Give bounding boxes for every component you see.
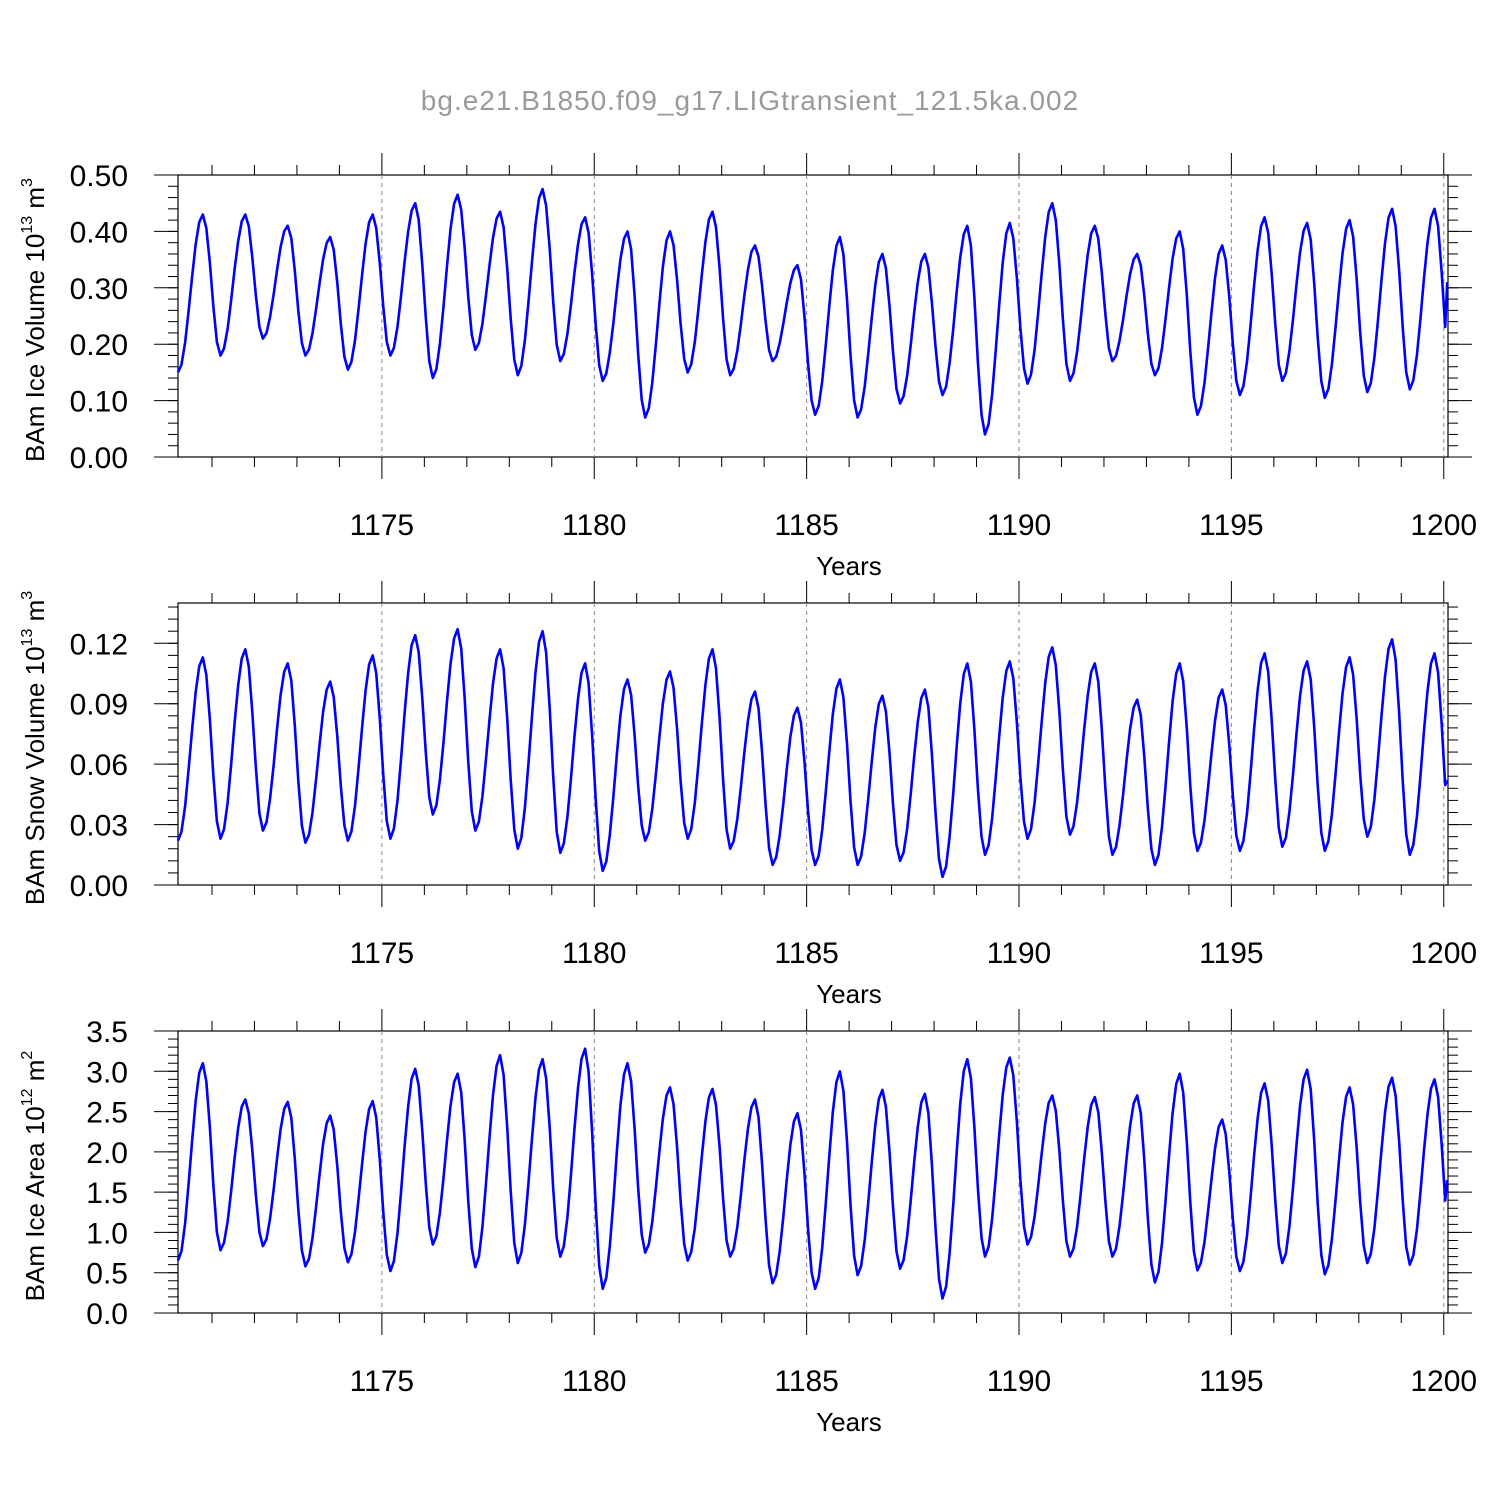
y-axis-label-unit: m [20,1060,50,1089]
y-axis-label: BAm Ice Area 1012 m2 [19,1051,50,1302]
series-line-ice-area [176,1047,1449,1300]
y-axis-label-main: BAm Ice Area 10 [20,1106,50,1301]
y-axis-label-sup: 13 [19,216,36,234]
x-tick-label: 1180 [562,1365,627,1398]
panel-snow-volume: 1175 1180 1185 1190 1195 1200 Years 0.00 0.03 0.0… [19,581,1477,1009]
y-axis-label: BAm Ice Volume 1013 m3 [19,178,50,462]
figure-title: bg.e21.B1850.f09_g17.LIGtransient_121.5k… [421,85,1079,116]
x-tick-label: 1180 [562,937,627,970]
panel-ice-volume: 1175 1180 1185 1190 1195 1200 Years 0.00 0.10 0.2… [19,153,1477,581]
y-tick-label: 3.5 [86,1016,128,1049]
plot-frame [177,1030,1449,1314]
y-tick-label: 0.00 [70,442,128,475]
y-tick-label: 0.0 [86,1298,128,1331]
y-axis-label-unit: m [20,187,50,216]
series-line-snow-volume [176,627,1449,879]
y-tick-label: 2.0 [86,1137,128,1170]
y-tick-label: 0.00 [70,870,128,903]
y-axis-label-unit-sup: 3 [19,591,36,600]
x-axis-label: Years [816,551,882,581]
x-axis-label: Years [816,1407,882,1437]
x-tick-label: 1185 [774,937,839,970]
x-tick-label: 1180 [562,509,627,542]
x-tick-label: 1175 [350,1365,415,1398]
y-axis-label-unit: m [20,600,50,629]
y-tick-label: 1.5 [86,1177,128,1210]
plot-frame [177,602,1449,886]
x-tick-label: 1200 [1410,509,1477,542]
y-axis-label-sup: 13 [19,629,36,647]
x-tick-label: 1200 [1410,937,1477,970]
x-tick-label: 1175 [350,937,415,970]
y-tick-label: 0.30 [70,273,128,306]
y-tick-label: 1.0 [86,1217,128,1250]
x-tick-label: 1190 [987,937,1052,970]
y-tick-label: 0.06 [70,749,128,782]
y-axis-label-unit-sup: 3 [19,178,36,187]
y-tick-label: 0.5 [86,1258,128,1291]
y-tick-label: 0.03 [70,810,128,843]
y-tick-label: 0.40 [70,216,128,249]
y-tick-label: 0.10 [70,386,128,419]
panels: 1175 1180 1185 1190 1195 1200 Years 0.00 0.10 0.2… [19,153,1477,1437]
x-tick-label: 1185 [774,1365,839,1398]
x-tick-label: 1185 [774,509,839,542]
y-tick-label: 2.5 [86,1097,128,1130]
y-axis-label-main: BAm Snow Volume 10 [20,646,50,905]
y-axis-label-main: BAm Ice Volume 10 [20,234,50,462]
x-tick-label: 1175 [350,509,415,542]
x-tick-label: 1190 [987,1365,1052,1398]
x-tick-label: 1190 [987,509,1052,542]
plot-frame [177,174,1449,458]
series-line-ice-volume [176,187,1449,436]
y-tick-label: 3.0 [86,1056,128,1089]
y-axis-label-sup: 12 [19,1088,36,1106]
x-axis-label: Years [816,979,882,1009]
x-tick-label: 1195 [1199,509,1264,542]
y-axis-label-unit-sup: 2 [19,1051,36,1060]
y-tick-label: 0.50 [70,160,128,193]
x-tick-label: 1200 [1410,1365,1477,1398]
x-tick-label: 1195 [1199,1365,1264,1398]
y-tick-label: 0.09 [70,689,128,722]
panel-ice-area: 1175 1180 1185 1190 1195 1200 Years 0.0 0.5 1.0 1.… [19,1009,1477,1437]
x-tick-label: 1195 [1199,937,1264,970]
y-axis-label: BAm Snow Volume 1013 m3 [19,591,50,905]
y-tick-label: 0.12 [70,628,128,661]
y-tick-label: 0.20 [70,329,128,362]
